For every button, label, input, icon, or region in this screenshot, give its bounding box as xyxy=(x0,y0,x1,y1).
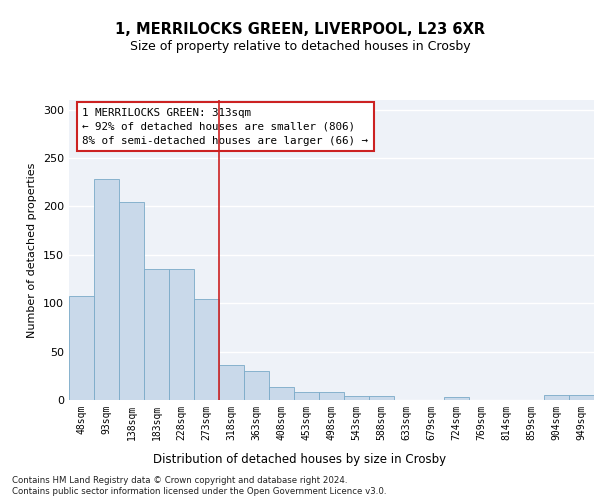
Bar xyxy=(119,202,144,400)
Bar xyxy=(294,392,319,400)
Bar xyxy=(569,395,594,400)
Y-axis label: Number of detached properties: Number of detached properties xyxy=(28,162,37,338)
Bar xyxy=(69,296,94,400)
Text: Size of property relative to detached houses in Crosby: Size of property relative to detached ho… xyxy=(130,40,470,53)
Bar xyxy=(144,270,169,400)
Text: 1 MERRILOCKS GREEN: 313sqm
← 92% of detached houses are smaller (806)
8% of semi: 1 MERRILOCKS GREEN: 313sqm ← 92% of deta… xyxy=(82,108,368,146)
Bar xyxy=(319,392,344,400)
Bar xyxy=(344,396,369,400)
Bar xyxy=(444,397,469,400)
Bar xyxy=(194,300,219,400)
Bar xyxy=(544,395,569,400)
Text: 1, MERRILOCKS GREEN, LIVERPOOL, L23 6XR: 1, MERRILOCKS GREEN, LIVERPOOL, L23 6XR xyxy=(115,22,485,38)
Text: Distribution of detached houses by size in Crosby: Distribution of detached houses by size … xyxy=(154,452,446,466)
Bar xyxy=(219,365,244,400)
Bar xyxy=(369,396,394,400)
Text: Contains public sector information licensed under the Open Government Licence v3: Contains public sector information licen… xyxy=(12,488,386,496)
Bar xyxy=(244,371,269,400)
Text: Contains HM Land Registry data © Crown copyright and database right 2024.: Contains HM Land Registry data © Crown c… xyxy=(12,476,347,485)
Bar xyxy=(169,270,194,400)
Bar xyxy=(269,388,294,400)
Bar xyxy=(94,180,119,400)
